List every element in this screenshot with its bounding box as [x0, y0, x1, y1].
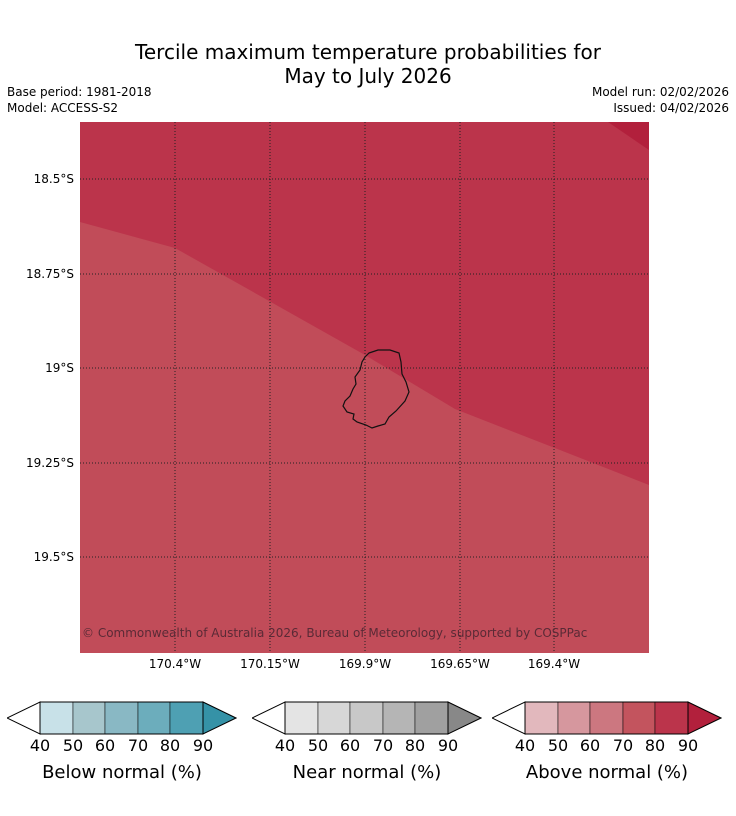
model-run-label: Model run: 02/02/2026: [591, 85, 729, 99]
legend-above-arrow-right: [687, 701, 722, 735]
latitude-label-19: 19°S: [45, 361, 74, 375]
legend-above-swatch-40: [524, 701, 559, 735]
legend-near-tick: 60: [339, 736, 361, 755]
legend-above-arrow-left: [492, 701, 526, 735]
base-period-label: Base period: 1981-2018: [7, 85, 152, 99]
legend-above-swatch-80: [654, 701, 689, 735]
longitude-label-169-4: 169.4°W: [527, 657, 581, 671]
legend-below-arrow-right: [202, 701, 237, 735]
legend-near-tick: 90: [437, 736, 459, 755]
graticule: [80, 122, 649, 653]
copyright-text: © Commonwealth of Australia 2026, Bureau…: [82, 626, 587, 640]
latitude-label-18-75: 18.75°S: [26, 267, 74, 281]
probability-map: © Commonwealth of Australia 2026, Bureau…: [80, 122, 649, 653]
legend-near-tick: 80: [404, 736, 426, 755]
longitude-label-170-4: 170.4°W: [148, 657, 202, 671]
legend-above-normal: 40 50 60 70 80 90 Above normal (%): [492, 700, 722, 783]
legend-near-swatch-50: [317, 701, 351, 735]
legend-below-normal: 40 50 60 70 80 90 Below normal (%): [7, 700, 237, 783]
legend-near-arrow-right: [447, 701, 482, 735]
legend-near-swatch-60: [349, 701, 384, 735]
legend-above-tick: 40: [514, 736, 536, 755]
legend-above-tick: 50: [547, 736, 569, 755]
legend-below-tick: 80: [159, 736, 181, 755]
legend-above-swatch-70: [622, 701, 656, 735]
legend-near-title: Near normal (%): [292, 762, 442, 783]
map-title-line-2: May to July 2026: [284, 64, 452, 88]
map-band-90-plus: [608, 122, 649, 150]
legend-below-tick: 50: [62, 736, 84, 755]
legend-near-swatch-70: [382, 701, 416, 735]
legend-below-swatch-50: [72, 701, 106, 735]
latitude-label-19-5: 19.5°S: [33, 550, 74, 564]
legend-below-tick: 60: [94, 736, 116, 755]
legend-above-tick: 70: [612, 736, 634, 755]
latitude-label-19-25: 19.25°S: [26, 456, 74, 470]
legend-below-swatch-40: [39, 701, 74, 735]
legend-above-tick: 80: [644, 736, 666, 755]
legend-below-swatch-60: [104, 701, 139, 735]
legend-above-tick: 90: [677, 736, 699, 755]
legend-above-title: Above normal (%): [525, 762, 689, 783]
legend-below-tick: 70: [127, 736, 149, 755]
legend-near-tick: 40: [274, 736, 296, 755]
legend-below-arrow-left: [7, 701, 41, 735]
legend-above-tick: 60: [579, 736, 601, 755]
legend-below-swatch-80: [169, 701, 204, 735]
niue-island-outline: [342, 349, 410, 429]
latitude-label-18-5: 18.5°S: [33, 172, 74, 186]
map-title-line-1: Tercile maximum temperature probabilitie…: [135, 40, 601, 64]
model-label: Model: ACCESS-S2: [7, 101, 119, 115]
legend-above-swatch-50: [557, 701, 591, 735]
legend-above-swatch-60: [589, 701, 624, 735]
legend-below-swatch-70: [137, 701, 171, 735]
longitude-label-169-9: 169.9°W: [338, 657, 392, 671]
legend-below-tick: 90: [192, 736, 214, 755]
issued-label: Issued: 04/02/2026: [613, 101, 729, 115]
longitude-label-169-65: 169.65°W: [430, 657, 490, 671]
legend-near-swatch-80: [414, 701, 449, 735]
legend-near-swatch-40: [284, 701, 319, 735]
legend-below-tick: 40: [29, 736, 51, 755]
legend-below-title: Below normal (%): [42, 762, 202, 783]
legend-near-arrow-left: [252, 701, 286, 735]
legend-near-tick: 70: [372, 736, 394, 755]
longitude-label-170-15: 170.15°W: [240, 657, 300, 671]
legend-near-tick: 50: [307, 736, 329, 755]
legend-near-normal: 40 50 60 70 80 90 Near normal (%): [252, 700, 482, 783]
